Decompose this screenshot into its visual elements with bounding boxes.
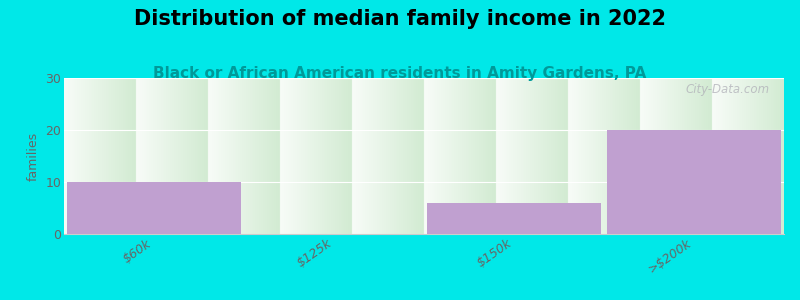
- Text: Distribution of median family income in 2022: Distribution of median family income in …: [134, 9, 666, 29]
- Y-axis label: families: families: [26, 131, 40, 181]
- Bar: [66, 182, 242, 234]
- Text: City-Data.com: City-Data.com: [686, 83, 770, 96]
- Text: Black or African American residents in Amity Gardens, PA: Black or African American residents in A…: [154, 66, 646, 81]
- Bar: [606, 130, 782, 234]
- Bar: [426, 203, 602, 234]
